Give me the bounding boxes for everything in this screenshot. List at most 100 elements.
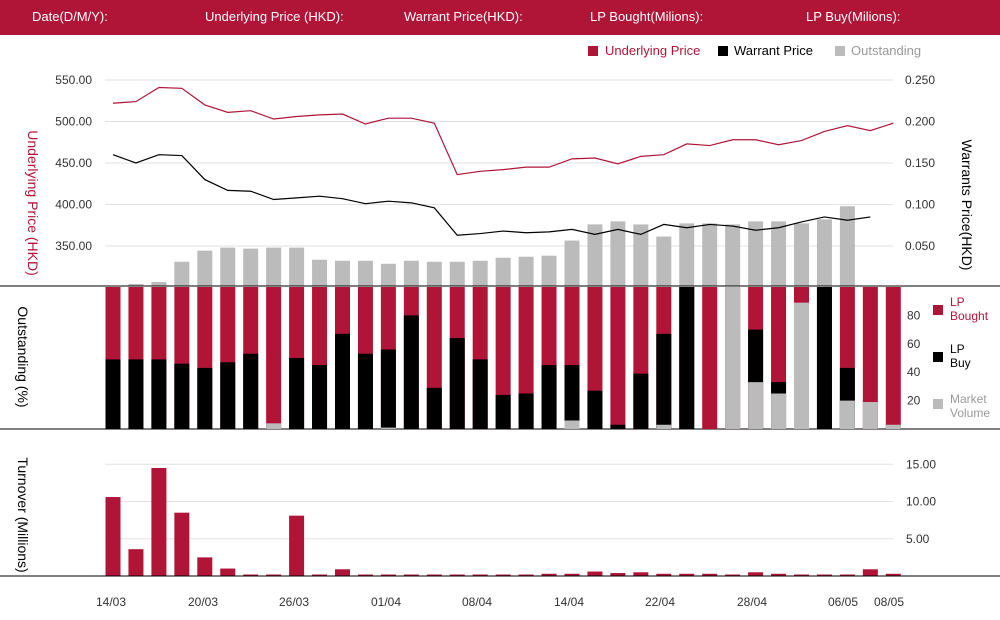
- outstanding-tick-label: 40: [907, 365, 921, 379]
- legend-warrant-label: Warrant Price: [734, 43, 813, 58]
- legend-market-volume-label: Market Volume: [950, 392, 990, 420]
- lp-buy-bar: [312, 365, 328, 429]
- turnover-bar: [243, 574, 259, 576]
- warrant-tick-label: 0.250: [905, 73, 935, 87]
- turnover-bar: [725, 574, 741, 576]
- outstanding-bar: [656, 236, 672, 286]
- lp-buy-bar: [289, 358, 305, 429]
- outstanding-bar: [128, 283, 144, 286]
- date-axis-labels: 14/03 20/03 26/03 01/04 08/04 14/04 22/04 28/04…: [96, 595, 904, 609]
- turnover-bar: [564, 573, 580, 576]
- header-lp-buy-label: LP Buy(Milions):: [806, 9, 901, 24]
- outstanding-bar: [518, 256, 534, 286]
- outstanding-bar: [220, 247, 236, 286]
- lp-bought-bar: [610, 287, 626, 429]
- lp-buy-bar: [335, 333, 350, 429]
- legend-underlying-label: Underlying Price: [605, 43, 700, 58]
- lp-bought-bar: [862, 287, 878, 429]
- panel1-ticks: 550.00 500.00 450.00 400.00 350.00 0.250 0.200…: [55, 73, 935, 253]
- outstanding-bar: [197, 250, 213, 286]
- turnover-bar: [174, 512, 190, 576]
- lp-bought-bar: [495, 287, 511, 429]
- turnover-bar: [587, 571, 603, 576]
- outstanding-tick-label: 80: [907, 308, 921, 322]
- underlying-tick-label: 400.00: [55, 198, 92, 212]
- outstanding-tick-label: 60: [907, 337, 921, 351]
- turnover-bar: [105, 497, 121, 576]
- underlying-axis-title: Underlying Price (HKD): [25, 130, 41, 275]
- lp-buy-bar: [151, 359, 167, 429]
- legend-panel2: LP Bought LP Buy Market Volume: [933, 295, 990, 420]
- outstanding-bar: [403, 260, 419, 286]
- lp-buy-bar: [587, 390, 603, 429]
- lp-bought-bar: [885, 287, 901, 429]
- underlying-tick-label: 550.00: [55, 73, 92, 87]
- warrant-price-line: [112, 154, 871, 236]
- header-warrant-label: Warrant Price(HKD):: [404, 9, 523, 24]
- underlying-tick-label: 350.00: [55, 239, 92, 253]
- warrant-tick-label: 0.050: [905, 239, 935, 253]
- turnover-bar: [220, 568, 236, 576]
- legend-lp-buy-swatch: [933, 352, 943, 362]
- lp-bought-bar: [266, 287, 282, 429]
- chart-area: Underlying Price (HKD) Underlying Price …: [0, 43, 1000, 609]
- outstanding-bar: [564, 240, 580, 286]
- legend-lp-bought-swatch: [933, 305, 943, 315]
- lp-buy-bar: [128, 359, 144, 429]
- outstanding-bar: [266, 247, 282, 286]
- outstanding-bar: [748, 221, 764, 286]
- date-tick-label: 28/04: [737, 595, 767, 609]
- turnover-bar: [266, 574, 282, 576]
- outstanding-axis-title: Outstanding (%): [15, 306, 31, 407]
- turnover-axis-title: Turnover (Millions): [15, 457, 31, 572]
- turnover-bar: [748, 572, 764, 576]
- turnover-bar: [151, 467, 167, 576]
- turnover-bar: [335, 569, 350, 576]
- outstanding-bar: [587, 224, 603, 286]
- legend-lp-bought-label: LP Bought: [950, 295, 989, 323]
- outstanding-bar: [243, 248, 259, 286]
- warrant-tick-label: 0.100: [905, 198, 935, 212]
- turnover-tick-label: 15.00: [906, 457, 936, 471]
- panel3-gridlines: [105, 463, 893, 540]
- turnover-bar: [289, 515, 305, 576]
- turnover-tick-label: 5.00: [906, 532, 930, 546]
- outstanding-bar: [495, 257, 511, 286]
- market-volume-bar: [564, 420, 580, 429]
- legend-underlying-swatch: [588, 46, 598, 56]
- turnover-bar: [541, 573, 557, 576]
- market-volume-bar: [725, 287, 741, 429]
- turnover-bar: [771, 573, 787, 576]
- lp-buy-bar: [656, 333, 672, 429]
- underlying-tick-label: 500.00: [55, 115, 92, 129]
- lp-buy-bar: [243, 353, 259, 429]
- date-tick-label: 26/03: [279, 595, 309, 609]
- lp-buy-bar: [495, 394, 511, 429]
- header-bar: Date(D/M/Y): Underlying Price (HKD): War…: [0, 0, 1000, 35]
- turnover-bar: [702, 573, 718, 576]
- lp-buy-bar: [357, 353, 373, 429]
- market-volume-bar: [794, 302, 809, 429]
- lp-buy-bar: [403, 315, 419, 429]
- outstanding-bar: [725, 224, 741, 286]
- lp-buy-bar: [633, 373, 649, 429]
- turnover-bar: [885, 573, 901, 576]
- turnover-bar: [472, 574, 488, 576]
- date-tick-label: 08/04: [462, 595, 492, 609]
- lp-buy-bar: [564, 365, 580, 429]
- turnover-bar: [610, 573, 626, 576]
- outstanding-bar: [472, 260, 488, 286]
- turnover-bar: [357, 574, 373, 576]
- warrant-tick-label: 0.150: [905, 156, 935, 170]
- legend-lp-buy-label: LP Buy: [950, 342, 971, 370]
- outstanding-tick-label: 20: [907, 394, 921, 408]
- market-volume-bar: [862, 402, 878, 429]
- header-date-label: Date(D/M/Y):: [32, 9, 108, 24]
- turnover-bar: [128, 549, 144, 576]
- turnover-bar: [656, 573, 672, 576]
- outstanding-bar: [174, 261, 190, 286]
- date-tick-label: 20/03: [188, 595, 218, 609]
- outstanding-bar: [816, 219, 832, 286]
- turnover-bar: [312, 574, 328, 576]
- legend-outstanding-swatch: [835, 46, 845, 56]
